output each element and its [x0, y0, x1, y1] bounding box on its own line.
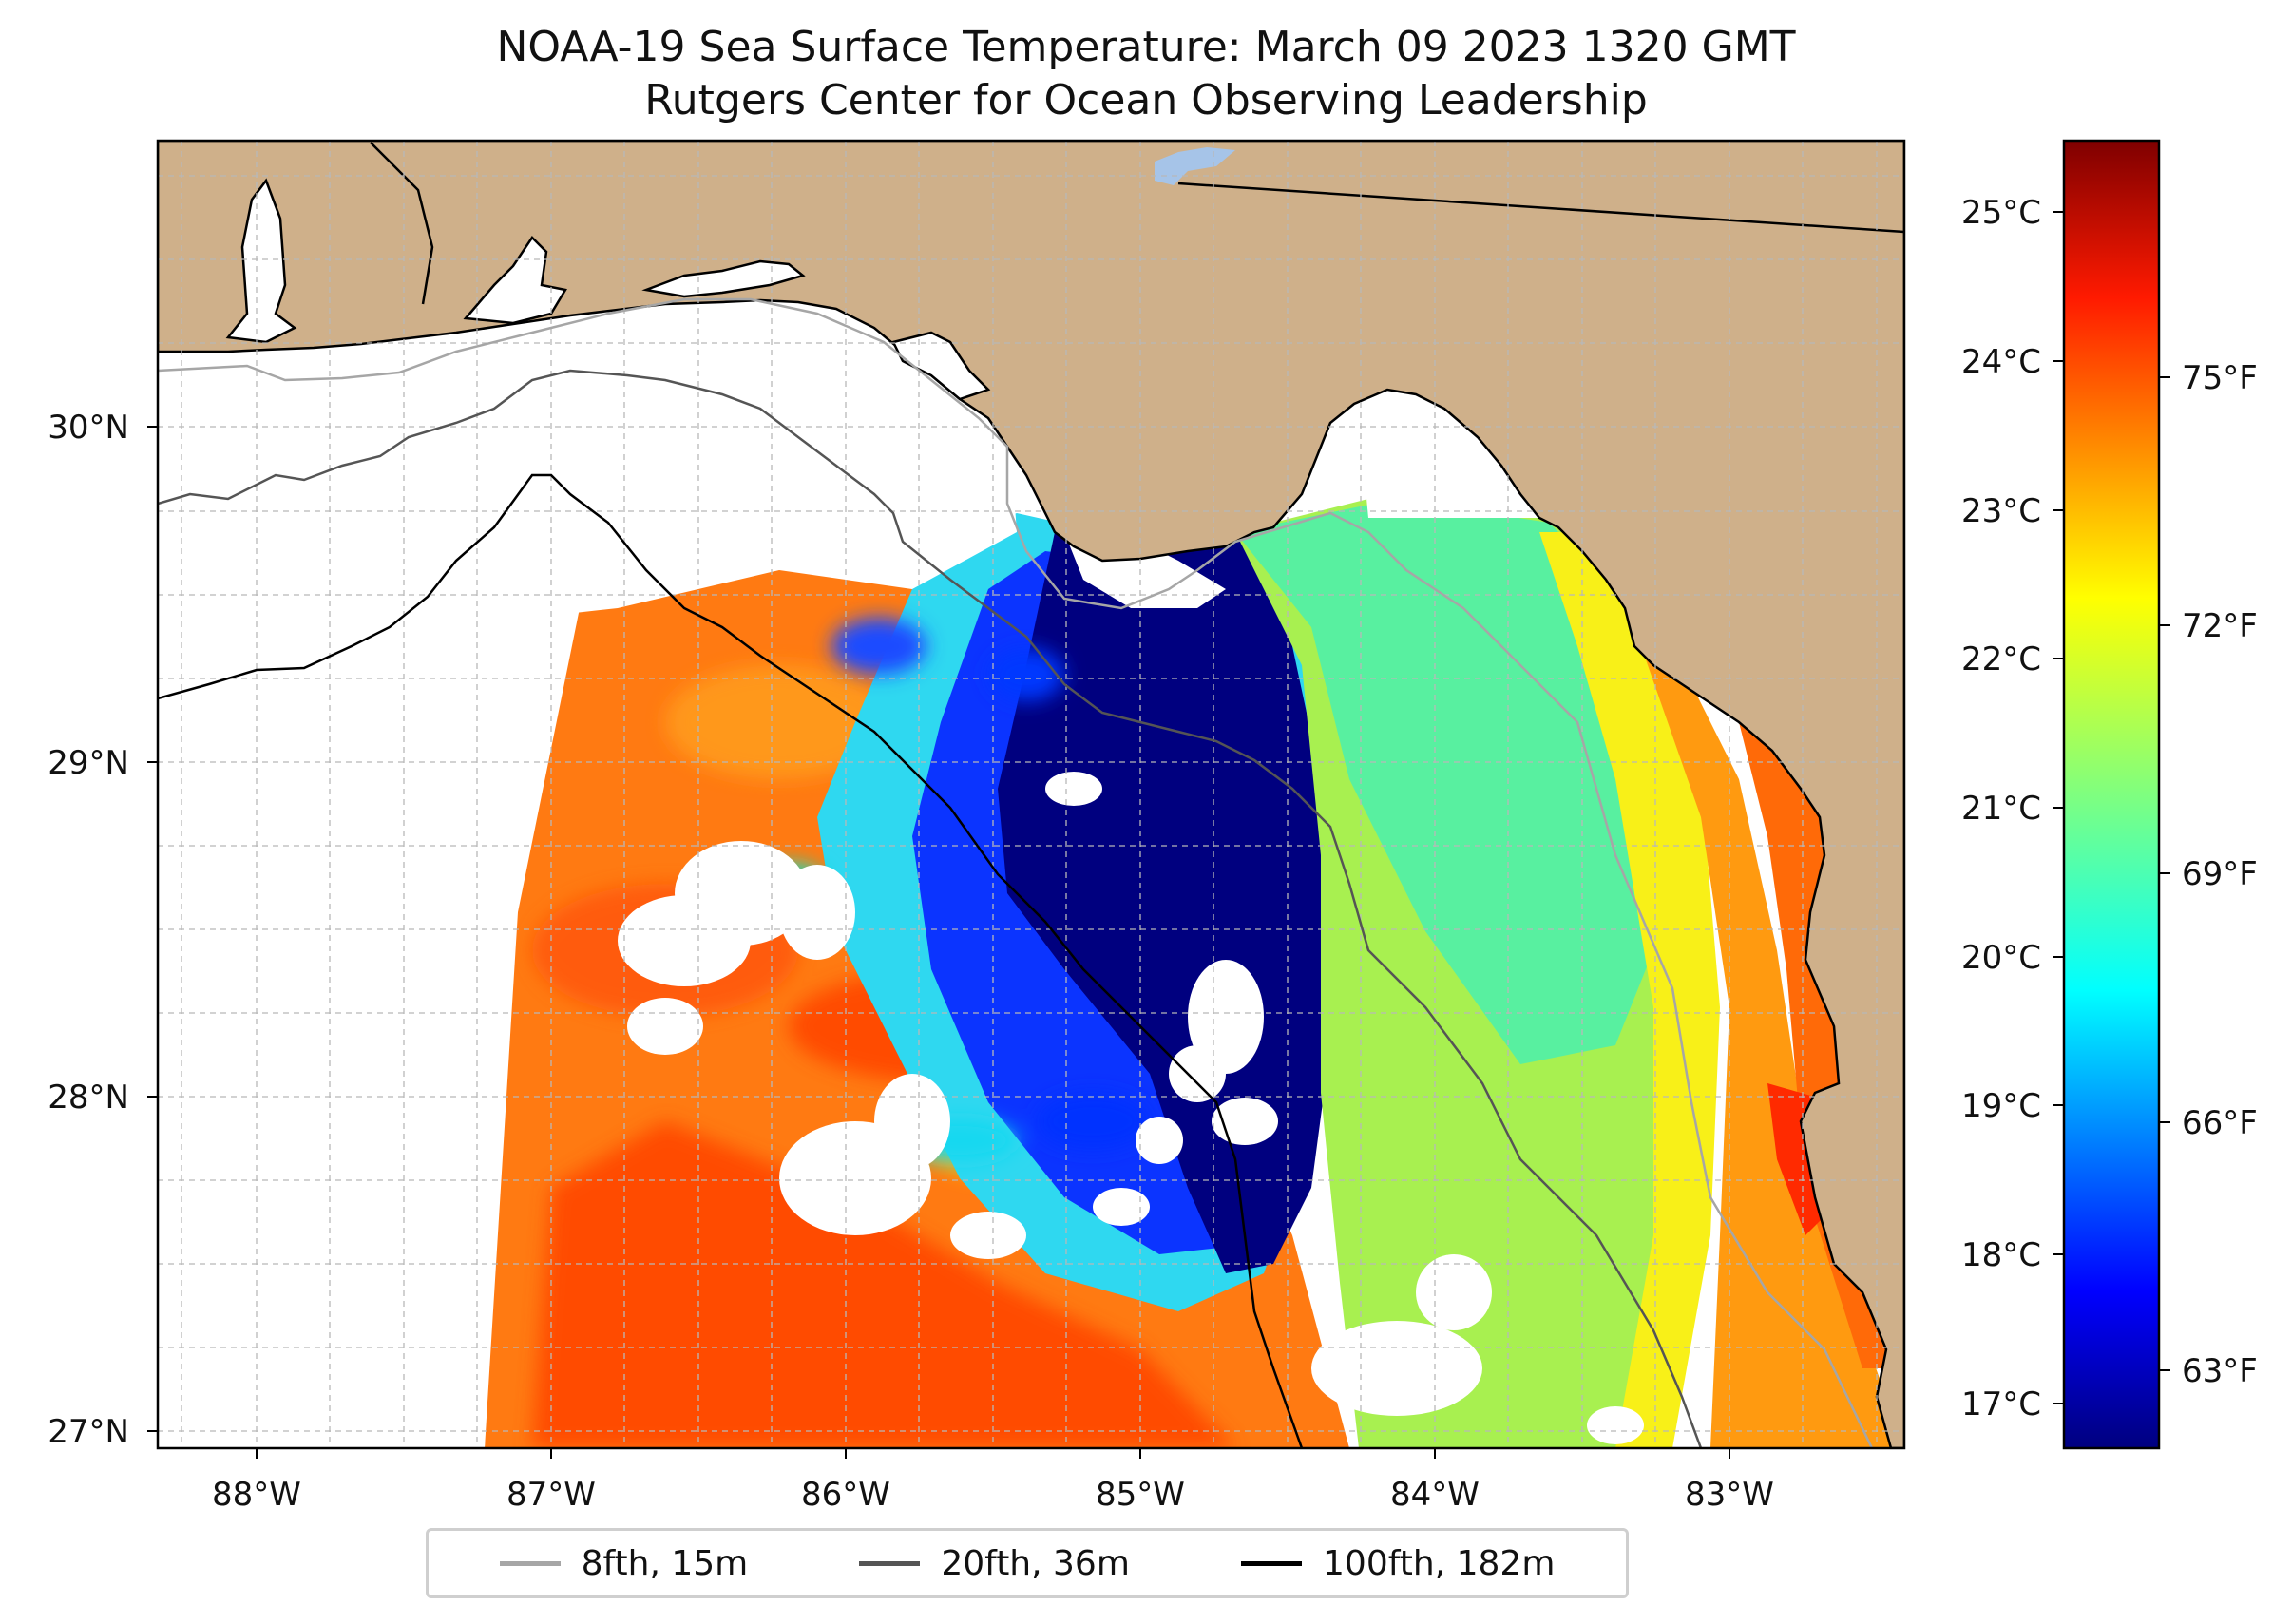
legend-label-20fth: 20fth, 36m — [941, 1543, 1130, 1583]
map-title: NOAA-19 Sea Surface Temperature: March 0… — [496, 23, 1796, 71]
isobath-8fth — [158, 297, 1874, 1448]
lon-label-85w: 85°W — [1096, 1476, 1185, 1514]
cbar-f-69: 69°F — [2182, 855, 2258, 893]
cbar-c-18: 18°C — [1961, 1236, 2041, 1274]
map-border — [156, 139, 1906, 1450]
lat-label-28n: 28°N — [48, 1079, 129, 1117]
legend-swatch-20fth — [859, 1560, 921, 1566]
isobath-20fth — [158, 369, 1703, 1448]
lon-label-84w: 84°W — [1390, 1476, 1480, 1514]
cbar-c-21: 21°C — [1961, 790, 2041, 828]
legend-item-8fth: 8fth, 15m — [499, 1543, 749, 1583]
legend-item-100fth: 100fth, 182m — [1241, 1544, 1555, 1583]
lat-label-27n: 27°N — [48, 1413, 129, 1451]
lon-label-87w: 87°W — [506, 1476, 596, 1514]
cbar-c-23: 23°C — [1961, 492, 2041, 530]
cbar-c-20: 20°C — [1961, 939, 2041, 977]
lat-label-30n: 30°N — [48, 409, 129, 447]
coastal-bays — [225, 178, 991, 401]
state-border-west — [370, 142, 434, 305]
lat-label-29n: 29°N — [48, 744, 129, 782]
isobath-100fth — [158, 473, 1304, 1448]
legend-label-100fth: 100fth, 182m — [1323, 1543, 1556, 1583]
legend-label-8fth: 8fth, 15m — [581, 1543, 749, 1583]
cbar-c-24: 24°C — [1961, 343, 2041, 381]
lon-label-88w: 88°W — [212, 1476, 301, 1514]
cbar-c-25: 25°C — [1961, 194, 2041, 232]
cbar-c-22: 22°C — [1961, 640, 2041, 678]
legend-swatch-8fth — [499, 1560, 561, 1566]
state-border — [1177, 182, 1904, 234]
legend-swatch-100fth — [1241, 1560, 1303, 1566]
cbar-c-17: 17°C — [1961, 1385, 2041, 1423]
cbar-f-75: 75°F — [2182, 359, 2258, 397]
map-subtitle: Rutgers Center for Ocean Observing Leade… — [644, 76, 1648, 124]
lon-label-83w: 83°W — [1685, 1476, 1774, 1514]
cbar-f-66: 66°F — [2182, 1104, 2258, 1142]
cbar-f-63: 63°F — [2182, 1352, 2258, 1390]
map-plot-area — [158, 141, 1904, 1448]
axis-ticks — [147, 426, 1730, 1459]
colorbar-ticks — [2053, 211, 2170, 1404]
legend: 8fth, 15m 20fth, 36m 100fth, 182m — [426, 1528, 1629, 1598]
legend-item-20fth: 20fth, 36m — [859, 1544, 1130, 1583]
cbar-f-72: 72°F — [2182, 607, 2258, 645]
lon-label-86w: 86°W — [801, 1476, 890, 1514]
cbar-c-19: 19°C — [1961, 1087, 2041, 1125]
sst-field — [158, 295, 1904, 1448]
colorbar — [2062, 139, 2161, 1450]
gridlines — [158, 141, 1904, 1448]
